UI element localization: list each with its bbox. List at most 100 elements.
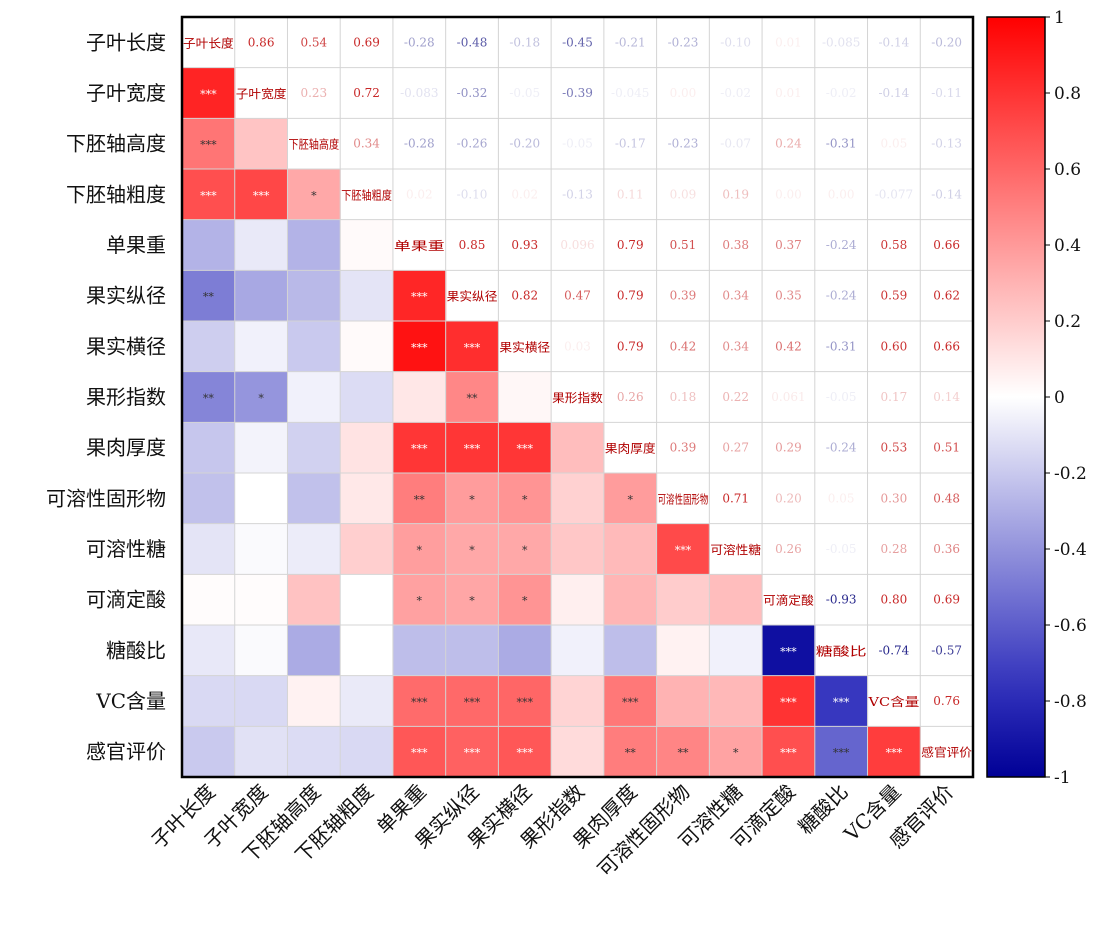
heatmap-cell — [445, 574, 499, 626]
correlation-value: 0.096 — [560, 238, 594, 252]
heatmap-cell — [182, 523, 236, 575]
heatmap-cell — [445, 523, 499, 575]
correlation-value: 0.14 — [933, 390, 960, 404]
correlation-value: 0.23 — [300, 86, 327, 100]
correlation-value: -0.11 — [931, 86, 962, 100]
correlation-value: 0.51 — [670, 238, 697, 252]
correlation-value: 0.30 — [881, 491, 908, 505]
significance-stars: * — [627, 493, 633, 506]
significance-stars: *** — [253, 189, 270, 202]
heatmap-cell — [445, 675, 499, 727]
heatmap-cell — [603, 726, 658, 778]
correlation-value: 0.69 — [933, 593, 960, 607]
significance-stars: *** — [833, 696, 850, 709]
heatmap-cell — [340, 625, 394, 677]
significance-stars: * — [258, 392, 264, 405]
correlation-value: -0.28 — [404, 35, 435, 49]
heatmap-cell — [656, 625, 710, 677]
heatmap-cell — [287, 574, 341, 626]
heatmap-cell — [392, 574, 447, 626]
correlation-value: -0.24 — [826, 289, 857, 303]
heatmap-cell — [498, 422, 552, 474]
correlation-value: 0.54 — [300, 35, 327, 49]
correlation-value: -0.31 — [826, 339, 857, 353]
heatmap-cell — [445, 473, 499, 525]
colorbar-tick-label: 0 — [1054, 388, 1065, 408]
row-label: VC含量 — [95, 689, 166, 713]
correlation-value: -0.26 — [457, 137, 488, 151]
heatmap-cell — [445, 321, 499, 373]
heatmap-cell — [656, 726, 710, 778]
correlation-value: 0.05 — [881, 137, 908, 151]
heatmap-cell — [182, 118, 236, 170]
colorbar-tick-label: -0.8 — [1054, 692, 1087, 712]
correlation-value: 0.79 — [617, 289, 644, 303]
significance-stars: *** — [200, 88, 217, 101]
heatmap-cell — [182, 625, 236, 677]
significance-stars: *** — [411, 291, 428, 304]
correlation-value: 0.76 — [933, 694, 960, 708]
heatmap-cell — [392, 422, 447, 474]
correlation-value: -0.14 — [879, 35, 910, 49]
diagonal-label: 果形指数 — [552, 390, 603, 405]
heatmap-cell — [182, 219, 236, 271]
heatmap-cell — [234, 270, 288, 322]
heatmap-cell — [551, 422, 605, 474]
correlation-value: 0.66 — [933, 238, 960, 252]
correlation-value: 0.85 — [459, 238, 486, 252]
heatmap-cell — [498, 625, 552, 677]
heatmap-cell — [498, 675, 552, 727]
heatmap-cell — [498, 574, 552, 626]
colorbar-tick-label: 0.8 — [1054, 84, 1081, 104]
significance-stars: *** — [464, 341, 481, 354]
row-label: 可滴定酸 — [86, 588, 166, 612]
heatmap-cell — [340, 675, 394, 727]
significance-stars: * — [469, 493, 475, 506]
correlation-value: 0.35 — [775, 289, 802, 303]
heatmap-cell — [551, 523, 605, 575]
correlation-value: -0.39 — [562, 86, 593, 100]
heatmap-cell — [287, 473, 341, 525]
colorbar-tick-label: 0.6 — [1054, 160, 1081, 180]
heatmap-cell — [287, 371, 341, 423]
correlation-value: -0.05 — [509, 86, 540, 100]
significance-stars: * — [733, 747, 739, 760]
correlation-value: -0.24 — [826, 238, 857, 252]
heatmap-cell — [762, 625, 816, 677]
heatmap-cell — [182, 422, 236, 474]
heatmap-cell — [234, 675, 288, 727]
heatmap-cell — [498, 523, 552, 575]
heatmap-cell — [234, 574, 288, 626]
correlation-value: -0.05 — [826, 390, 857, 404]
correlation-value: 0.29 — [775, 441, 802, 455]
colorbar-tick-label: 1 — [1054, 8, 1065, 28]
heatmap-cell — [287, 422, 341, 474]
heatmap-cell — [656, 675, 710, 727]
heatmap-cell — [234, 118, 288, 170]
diagonal-label: 可溶性固形物 — [658, 491, 709, 506]
significance-stars: ** — [203, 392, 215, 405]
diagonal-label: 可滴定酸 — [763, 593, 814, 608]
diagonal-label: 果实横径 — [499, 339, 550, 354]
correlation-value: 0.01 — [775, 35, 802, 49]
correlation-value: 0.11 — [617, 187, 644, 201]
row-label: 感官评价 — [86, 740, 166, 764]
significance-stars: *** — [675, 544, 692, 557]
heatmap-cell — [182, 270, 236, 322]
colorbar-tick-label: 0.4 — [1054, 236, 1081, 256]
correlation-value: 0.01 — [775, 86, 802, 100]
correlation-value: 0.34 — [722, 339, 749, 353]
correlation-value: -0.13 — [562, 187, 593, 201]
significance-stars: *** — [464, 443, 481, 456]
correlation-value: 0.26 — [775, 542, 802, 556]
heatmap-cell — [182, 675, 236, 727]
diagonal-label: 可溶性糖 — [710, 542, 761, 557]
heatmap-cell — [392, 473, 447, 525]
correlation-value: -0.32 — [457, 86, 488, 100]
significance-stars: *** — [517, 696, 534, 709]
correlation-value: 0.53 — [881, 441, 908, 455]
heatmap-cell — [234, 321, 288, 373]
correlation-value: -0.18 — [509, 35, 540, 49]
correlation-value: -0.083 — [400, 86, 438, 100]
heatmap-cell — [392, 270, 447, 322]
